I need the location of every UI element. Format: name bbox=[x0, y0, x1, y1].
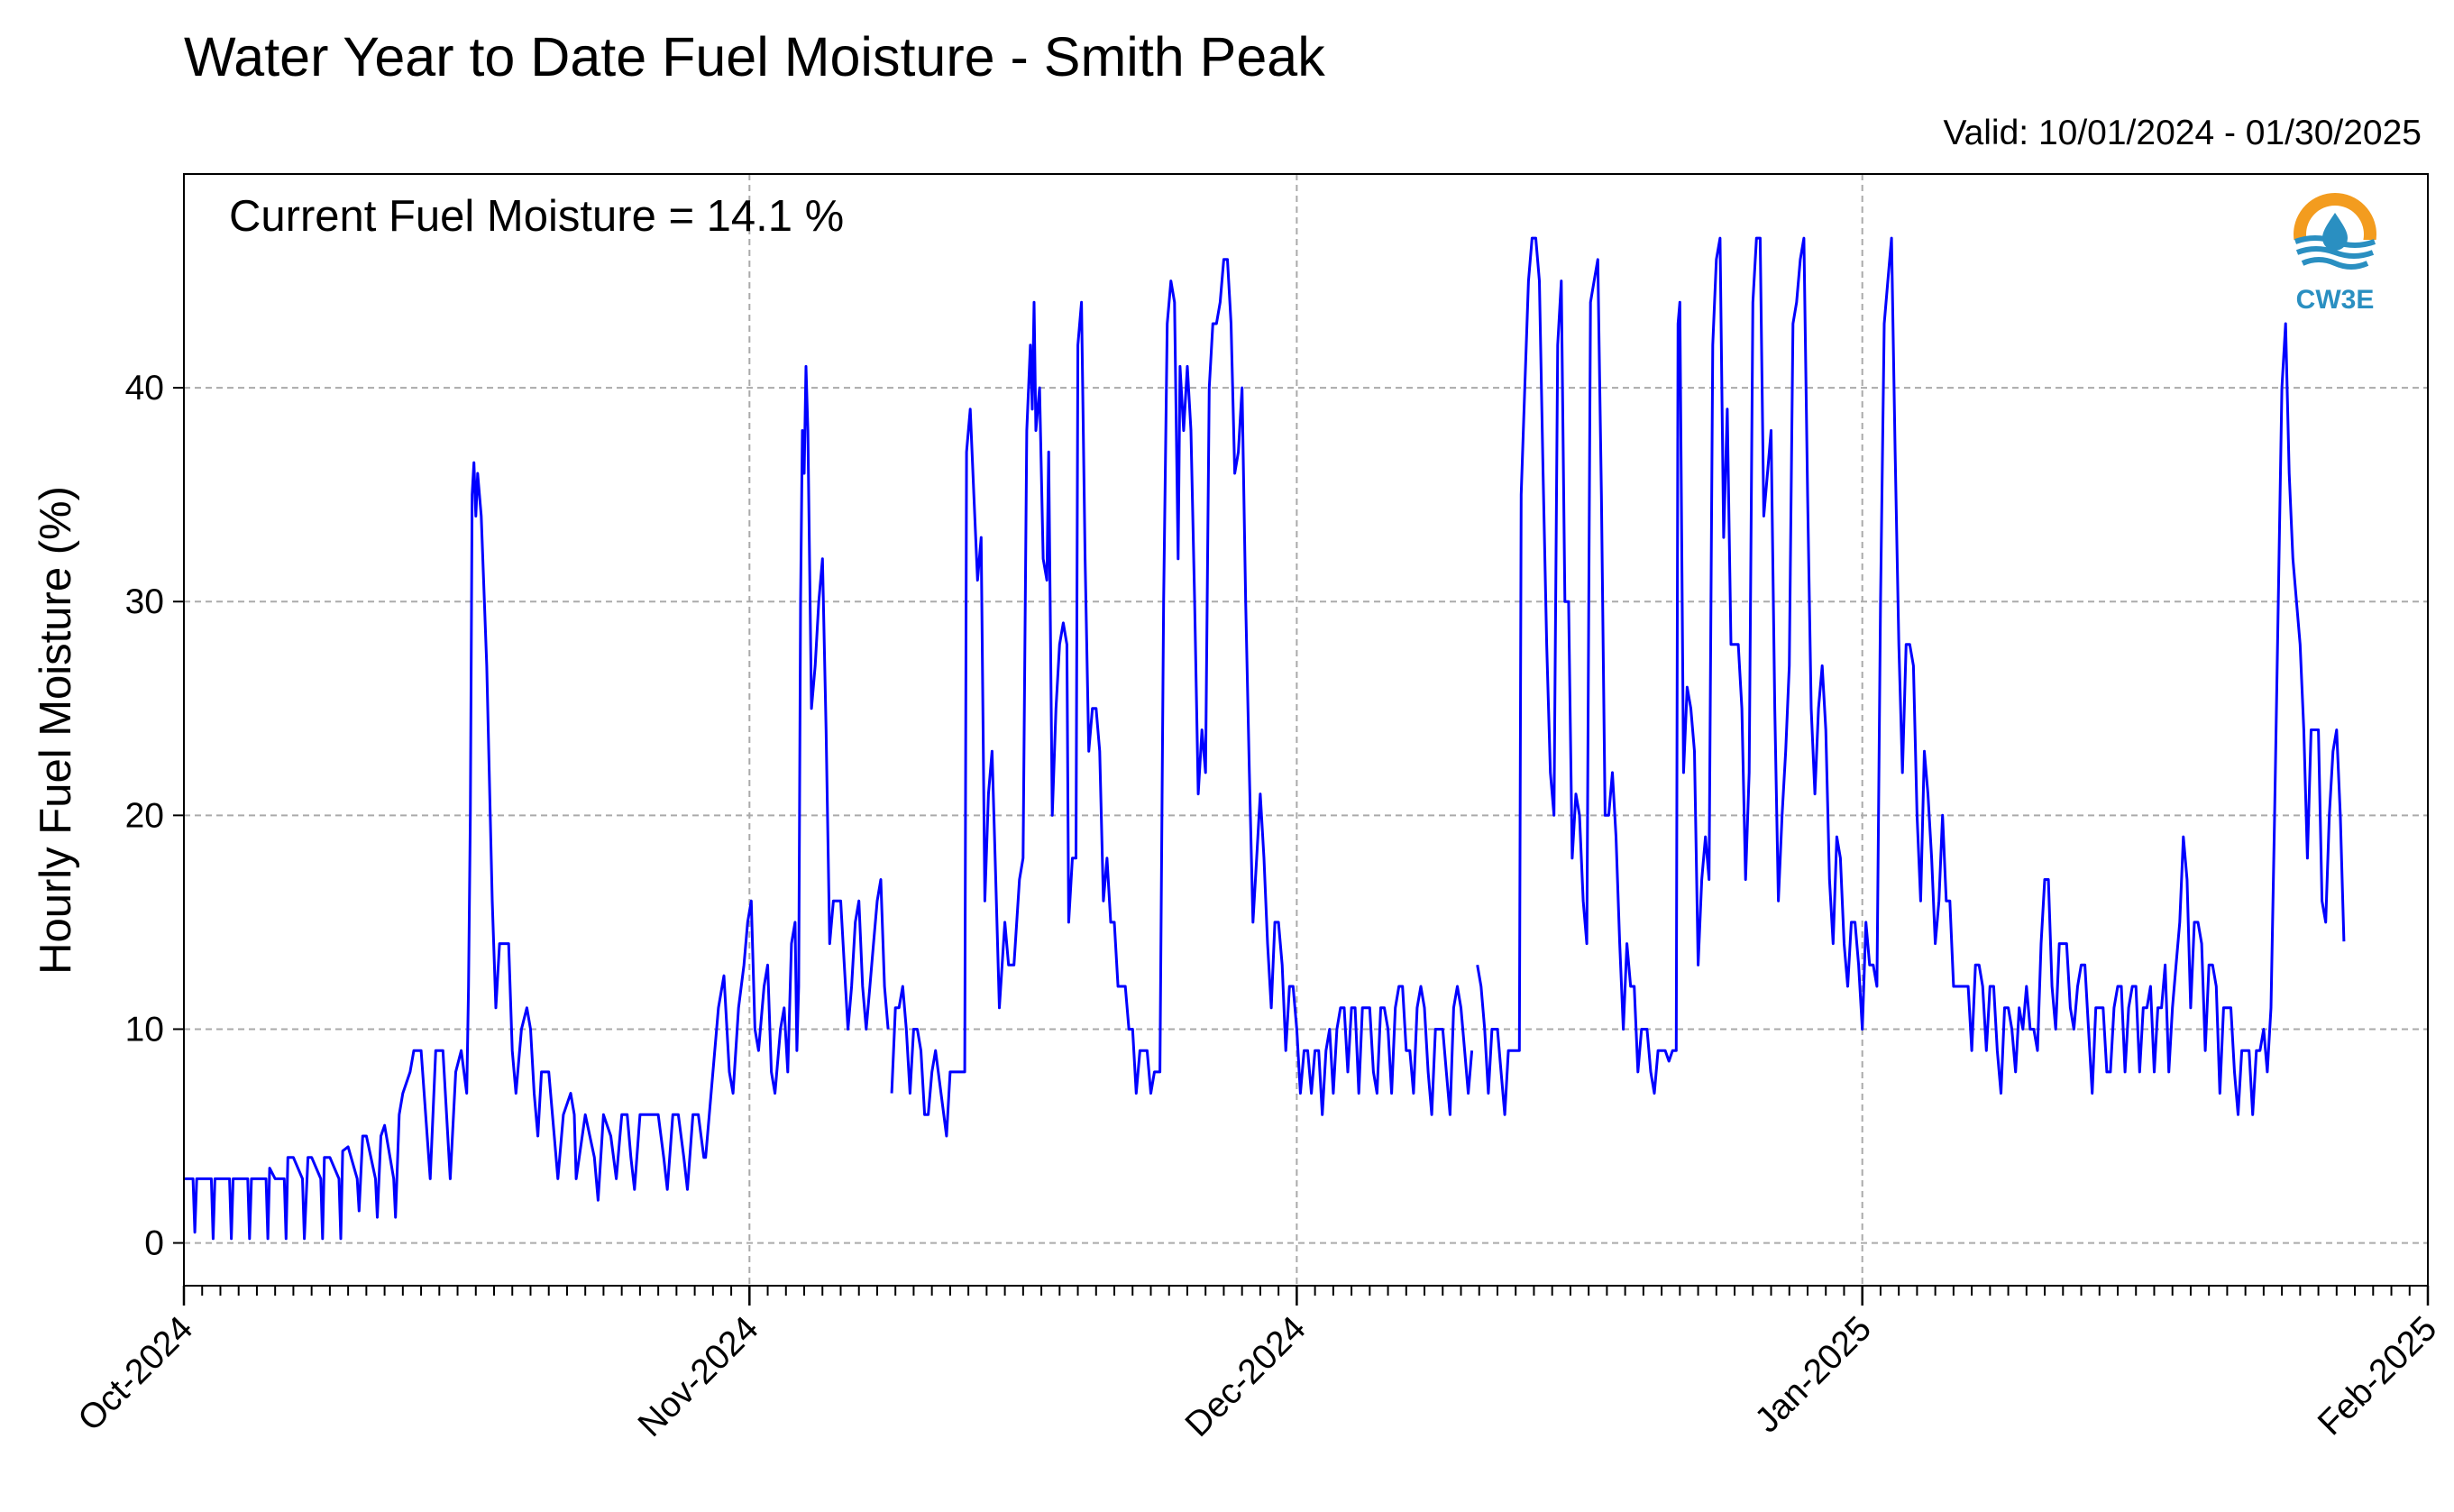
grid-lines bbox=[184, 174, 2428, 1286]
y-axis: 0 10 20 30 40 bbox=[125, 369, 184, 1263]
x-tick-label: Oct-2024 bbox=[71, 1309, 201, 1439]
logo-text: CW3E bbox=[2296, 285, 2375, 315]
cw3e-logo: CW3E bbox=[2292, 193, 2378, 315]
x-tick-label: Feb-2025 bbox=[2311, 1309, 2444, 1443]
y-tick-label: 40 bbox=[125, 369, 164, 408]
current-fuel-moisture-annotation: Current Fuel Moisture = 14.1 % bbox=[229, 192, 844, 241]
x-tick-label: Jan-2025 bbox=[1748, 1309, 1879, 1440]
x-tick-label: Dec-2024 bbox=[1178, 1309, 1314, 1444]
water-drop-icon bbox=[2322, 213, 2348, 251]
x-axis: Oct-2024 Nov-2024 Dec-2024 Jan-2025 Feb-2025 bbox=[71, 1286, 2444, 1444]
chart-title: Water Year to Date Fuel Moisture - Smith… bbox=[184, 26, 1325, 87]
valid-date-range: Valid: 10/01/2024 - 01/30/2025 bbox=[1943, 114, 2422, 152]
series-line bbox=[184, 236, 2346, 1241]
x-tick-label: Nov-2024 bbox=[631, 1309, 766, 1444]
y-axis-label: Hourly Fuel Moisture (%) bbox=[32, 486, 80, 975]
y-tick-label: 0 bbox=[144, 1224, 164, 1263]
y-tick-label: 10 bbox=[125, 1010, 164, 1049]
y-tick-label: 20 bbox=[125, 796, 164, 835]
y-tick-label: 30 bbox=[125, 582, 164, 621]
plot-frame bbox=[183, 173, 2429, 1287]
